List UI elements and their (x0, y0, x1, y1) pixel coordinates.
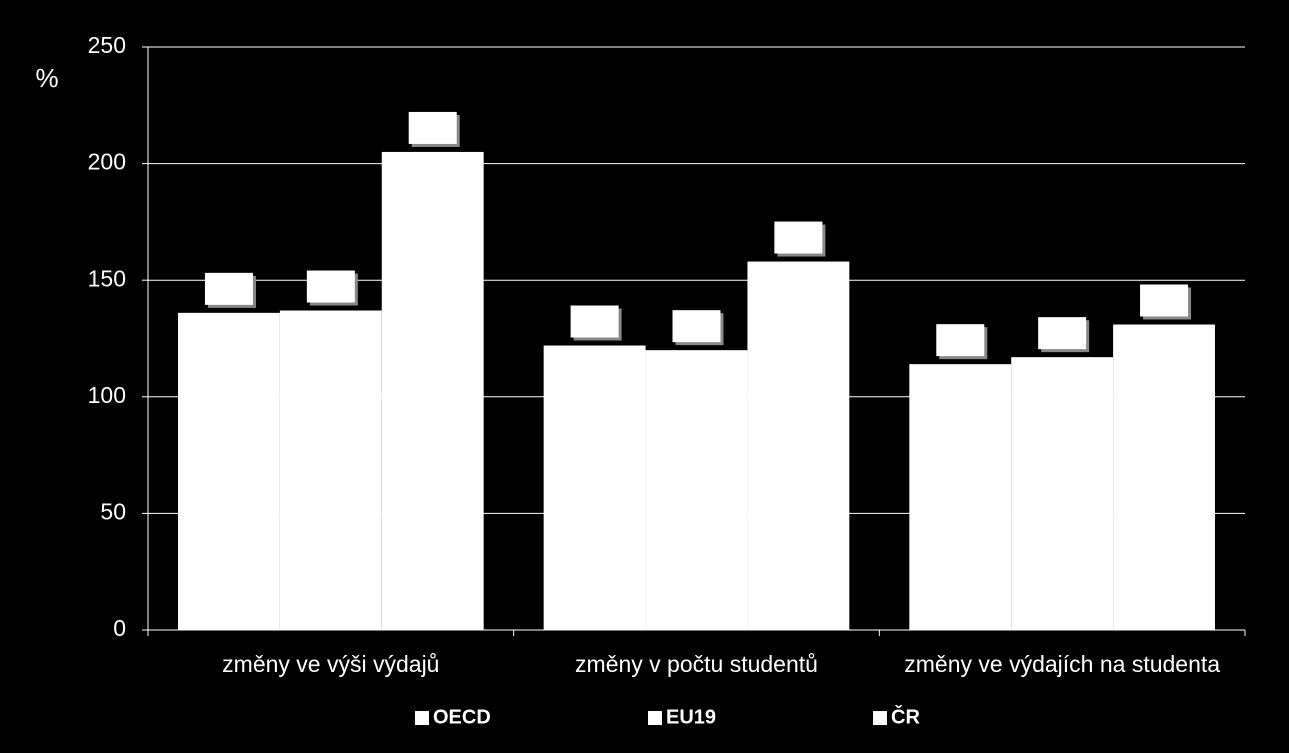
y-tick-label: 100 (88, 382, 126, 408)
bar (909, 364, 1012, 630)
value-label-box (672, 310, 721, 343)
legend-swatch (415, 711, 429, 725)
legend-swatch (873, 711, 887, 725)
bar (279, 310, 382, 630)
y-tick-label: 0 (113, 615, 126, 641)
bar (1011, 357, 1114, 630)
bar (645, 350, 748, 630)
value-label-box (408, 111, 457, 144)
x-tick-label: změny ve výši výdajů (222, 651, 439, 677)
value-label-box (204, 272, 253, 305)
y-tick-label: 150 (88, 265, 126, 291)
x-tick-label: změny v počtu studentů (575, 651, 818, 677)
value-label-box (1038, 317, 1087, 350)
value-label-box (570, 305, 619, 338)
y-tick-label: 250 (88, 32, 126, 58)
value-label-box (1140, 284, 1189, 317)
bar (747, 261, 850, 630)
value-label-box (774, 221, 823, 254)
y-axis-label: % (35, 63, 58, 93)
x-tick-label: změny ve výdajích na studenta (904, 651, 1220, 677)
legend-swatch (648, 711, 662, 725)
y-tick-label: 50 (100, 498, 126, 524)
bar (543, 345, 646, 630)
bar (381, 151, 484, 630)
bar (178, 312, 280, 630)
legend-label: EU19 (666, 706, 716, 728)
value-label-box (306, 270, 355, 303)
bar (1113, 324, 1215, 630)
legend-label: OECD (433, 706, 491, 728)
legend-label: ČR (891, 704, 920, 728)
y-tick-label: 200 (88, 149, 126, 175)
value-label-box (936, 324, 985, 357)
